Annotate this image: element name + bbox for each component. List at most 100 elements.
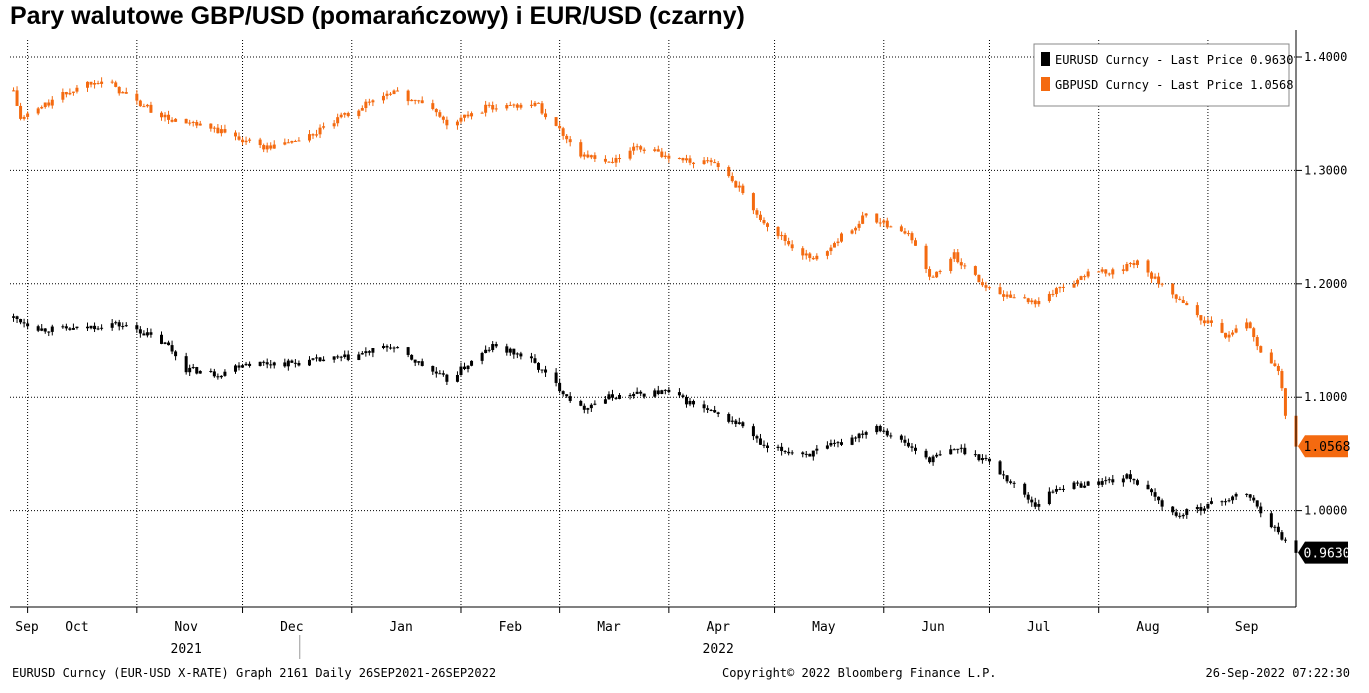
price-candle [1132, 479, 1136, 481]
y-tick-label: 1.3000 [1304, 163, 1347, 177]
x-tick-label: Apr [706, 620, 730, 635]
price-candle [1076, 482, 1080, 484]
last-price-tag-shape [1298, 541, 1348, 564]
price-candle [642, 393, 646, 397]
price-candle [174, 351, 178, 357]
price-candle [1195, 305, 1199, 316]
price-candle [1023, 483, 1027, 495]
price-candle [529, 356, 533, 359]
price-candle [455, 121, 459, 126]
price-candle [160, 112, 164, 118]
price-candle [219, 375, 223, 378]
price-candle [1125, 474, 1129, 479]
price-candle [346, 354, 350, 360]
price-candle [949, 449, 953, 455]
price-candle [343, 354, 347, 358]
price-candle [1072, 482, 1076, 489]
price-candle [36, 108, 40, 114]
price-candle [431, 365, 435, 372]
price-candle [184, 356, 188, 373]
price-candle [931, 276, 935, 278]
price-candle [1280, 532, 1284, 540]
price-candle [1234, 328, 1238, 333]
price-candle [1252, 328, 1256, 338]
price-candle [1157, 496, 1161, 501]
price-candle [857, 223, 861, 228]
price-candle [487, 349, 491, 351]
price-candle [36, 326, 40, 331]
price-candle [780, 446, 784, 452]
legend: EURUSD Curncy - Last Price 0.9630 GBPUSD … [1033, 43, 1293, 107]
price-candle [50, 99, 54, 106]
price-candle [223, 371, 227, 376]
price-candle [706, 408, 710, 410]
price-candle [540, 103, 544, 114]
price-candle [959, 262, 963, 266]
price-candle [455, 374, 459, 382]
price-candle [709, 409, 713, 411]
price-candle [1047, 293, 1051, 302]
price-candle [1051, 293, 1055, 295]
price-candle [875, 425, 879, 433]
price-candle [135, 93, 139, 101]
price-candle [808, 453, 812, 457]
price-candle [586, 154, 590, 158]
price-candle [667, 389, 671, 393]
price-candle [47, 102, 51, 106]
price-candle [825, 251, 829, 256]
price-candle [1079, 483, 1083, 488]
price-candle [987, 287, 991, 289]
price-candle [463, 114, 467, 118]
price-candle [692, 400, 696, 405]
price-candle [1128, 474, 1132, 480]
price-candle [258, 139, 262, 146]
price-candle [1273, 526, 1277, 528]
price-candle [903, 231, 907, 234]
price-candle [737, 185, 741, 188]
price-candle [618, 158, 622, 160]
price-candle [167, 114, 171, 120]
price-candle [938, 270, 942, 272]
price-candle [459, 117, 463, 122]
price-candle [216, 376, 220, 378]
price-candle [318, 127, 322, 135]
price-candle [681, 157, 685, 161]
price-candle [262, 361, 266, 363]
price-candle [494, 108, 498, 110]
price-candle [290, 360, 294, 363]
price-candle [804, 453, 808, 455]
price-candle [1030, 300, 1034, 303]
price-candle [635, 146, 639, 148]
price-candle [529, 104, 533, 106]
price-candle [463, 366, 467, 370]
price-candle [195, 367, 199, 374]
price-candle [15, 316, 19, 320]
price-candle [1259, 506, 1263, 514]
price-candle [297, 140, 301, 142]
price-candle [1178, 515, 1182, 517]
price-candle [371, 100, 375, 103]
price-candle [311, 134, 315, 136]
price-candle [389, 93, 393, 95]
price-candle [1248, 494, 1252, 498]
price-candle [758, 214, 762, 221]
price-candle [766, 223, 770, 227]
price-candle [850, 230, 854, 234]
price-candle [1171, 506, 1175, 513]
price-candle [515, 353, 519, 355]
price-candle [614, 158, 618, 163]
price-candle [1276, 526, 1280, 533]
price-candle [269, 364, 273, 366]
price-candle [470, 113, 474, 117]
price-candle [1104, 269, 1108, 274]
price-candle [212, 371, 216, 377]
price-candle [1146, 260, 1150, 273]
price-candle [1104, 480, 1108, 482]
price-candle [1002, 474, 1006, 476]
price-candle [1107, 479, 1111, 481]
price-candle [89, 81, 93, 85]
price-candle [480, 112, 484, 114]
price-candle [272, 362, 276, 366]
price-candle [438, 112, 442, 117]
price-candle [307, 134, 311, 141]
